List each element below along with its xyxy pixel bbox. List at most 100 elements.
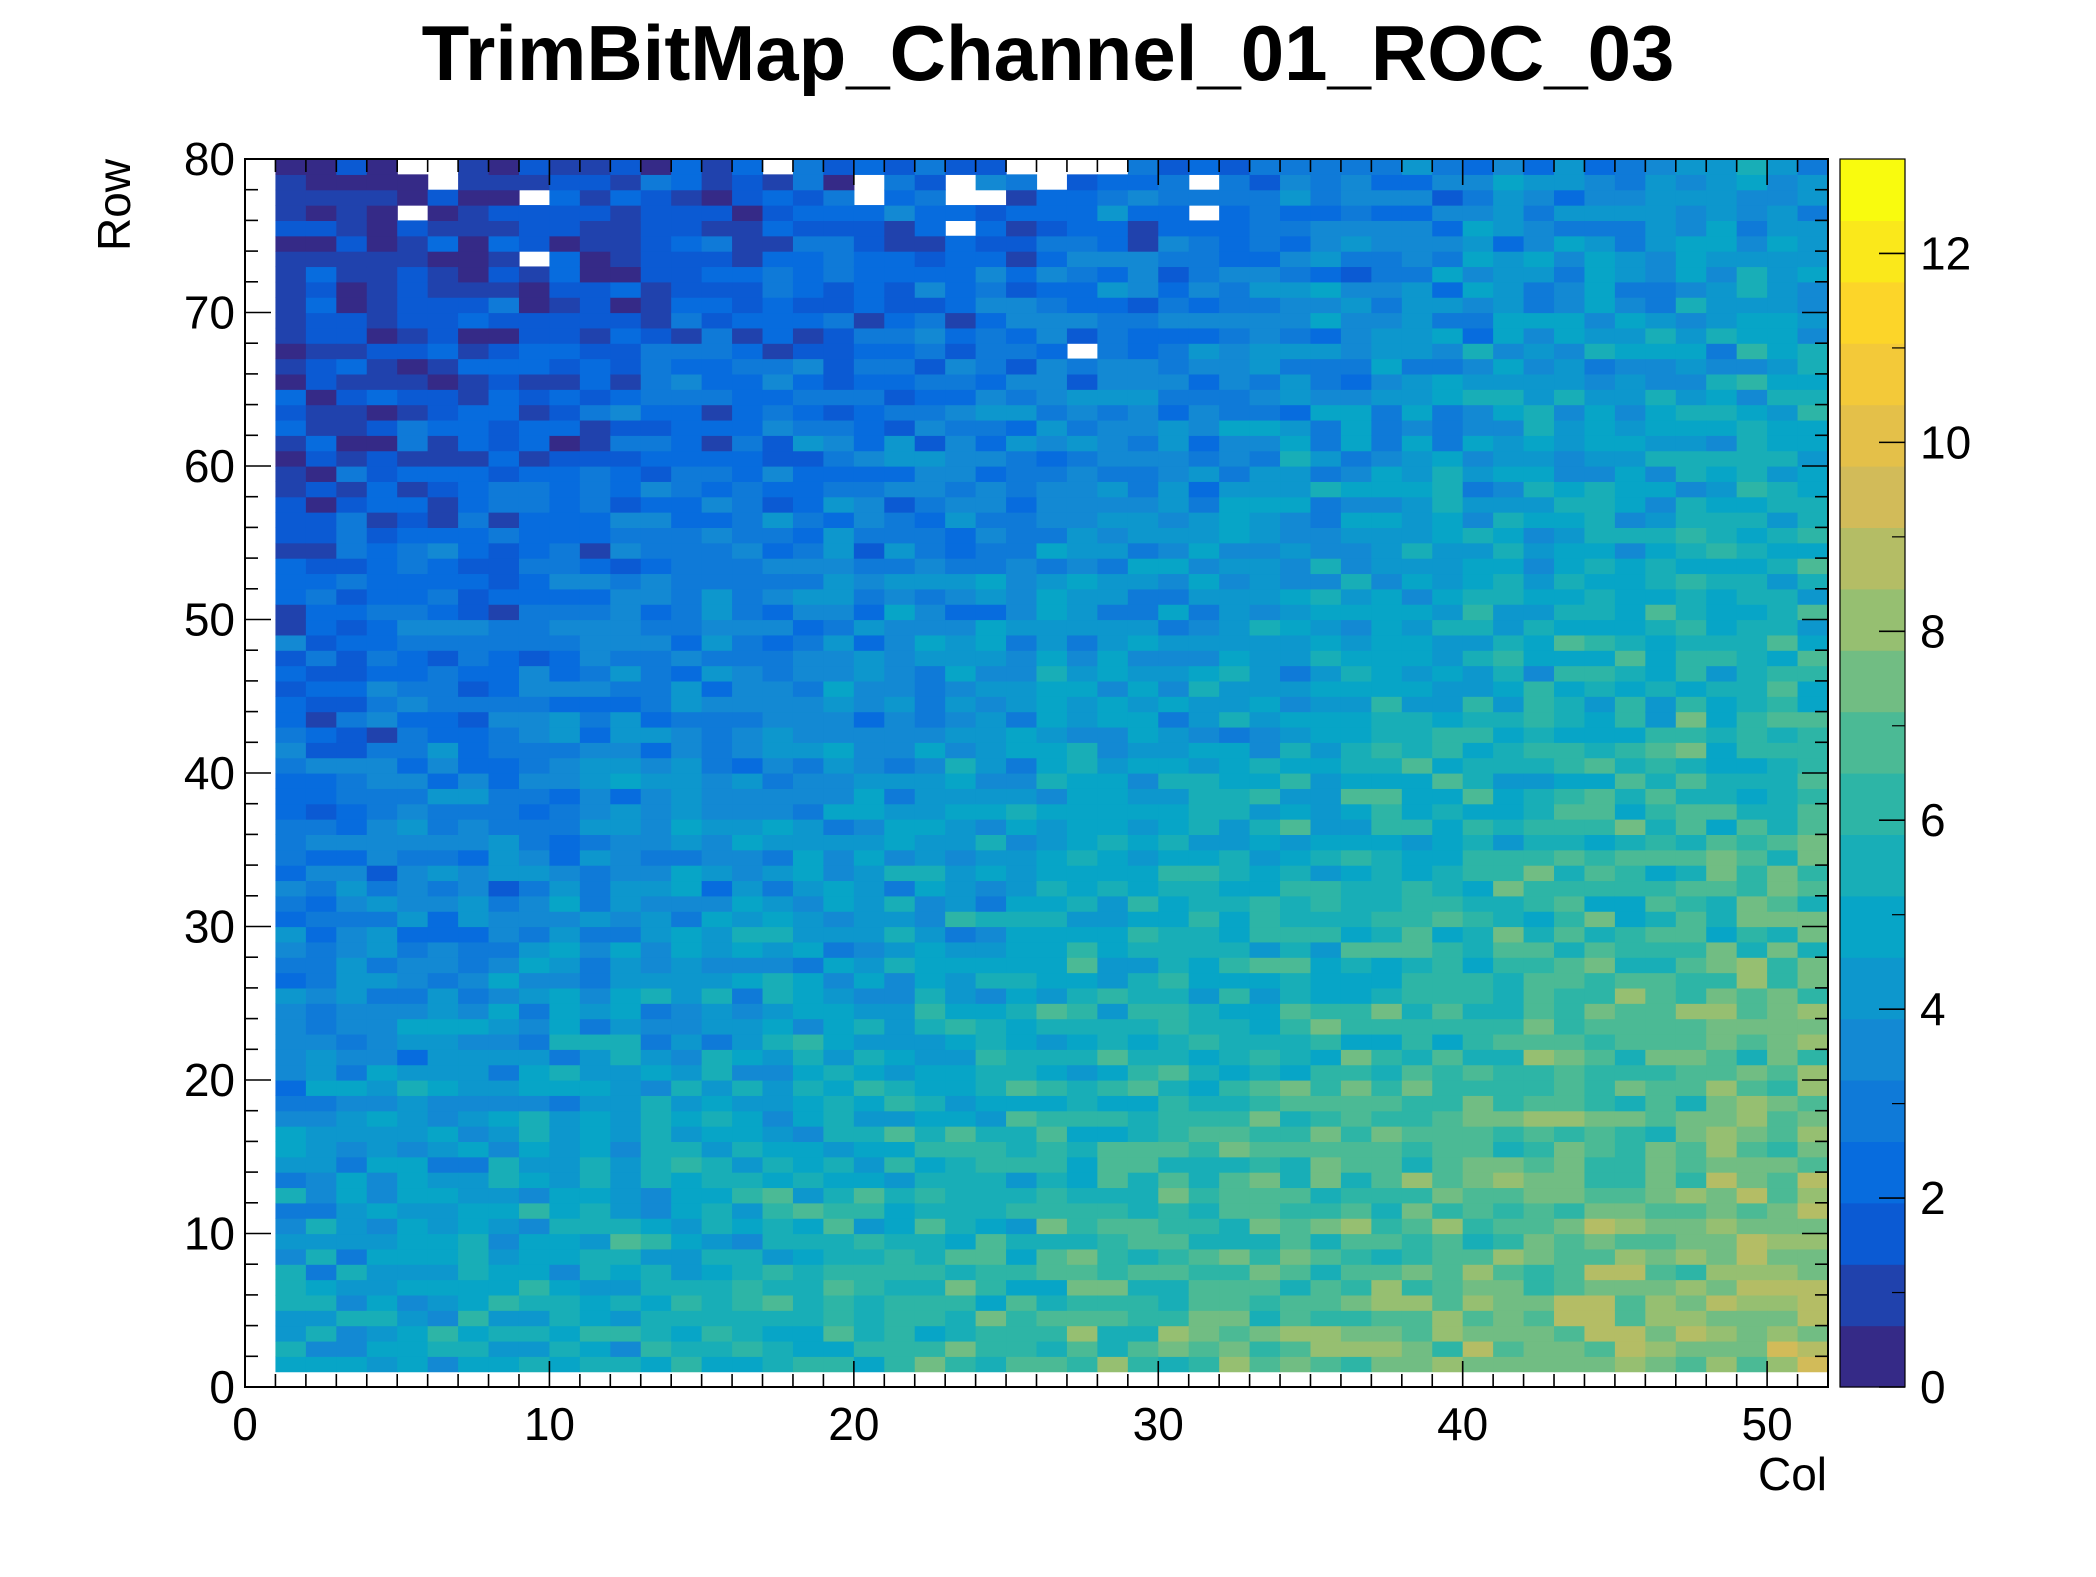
heatmap-cell xyxy=(1340,235,1372,252)
heatmap-cell xyxy=(1036,220,1068,237)
heatmap-cell xyxy=(397,220,429,237)
heatmap-cell xyxy=(1066,773,1098,789)
heatmap-cell xyxy=(732,205,764,221)
heatmap-cell xyxy=(792,1187,824,1204)
heatmap-cell xyxy=(366,1279,398,1296)
heatmap-cell xyxy=(458,911,490,928)
heatmap-cell xyxy=(1371,358,1403,375)
heatmap-cell xyxy=(458,880,490,897)
heatmap-cell xyxy=(945,527,977,544)
heatmap-cell xyxy=(1036,788,1068,805)
heatmap-cell xyxy=(1006,1264,1038,1281)
heatmap-cell xyxy=(1066,726,1098,743)
heatmap-cell xyxy=(1462,588,1494,605)
y-axis-tick-label: 70 xyxy=(184,287,235,339)
heatmap-cell xyxy=(1371,1049,1403,1066)
heatmap-cell xyxy=(1158,665,1190,682)
heatmap-cell xyxy=(853,1172,885,1189)
heatmap-cell xyxy=(1158,1279,1190,1296)
heatmap-cell xyxy=(1036,1218,1068,1235)
heatmap-cell xyxy=(640,1080,672,1096)
heatmap-cell xyxy=(427,297,459,314)
heatmap-cell xyxy=(1675,1310,1707,1327)
heatmap-cell xyxy=(275,680,307,697)
heatmap-cell xyxy=(610,281,642,298)
heatmap-cell xyxy=(762,450,794,467)
heatmap-cell xyxy=(305,1248,337,1265)
heatmap-cell xyxy=(1340,1340,1372,1357)
heatmap-cell xyxy=(1340,634,1372,651)
heatmap-cell xyxy=(1554,619,1586,636)
heatmap-cell xyxy=(701,1141,733,1158)
heatmap-cell xyxy=(1523,1064,1555,1081)
heatmap-cell xyxy=(1523,1033,1555,1050)
heatmap-cell xyxy=(762,573,794,590)
heatmap-cell xyxy=(701,1156,733,1173)
heatmap-cell xyxy=(488,972,520,989)
heatmap-cell xyxy=(1797,819,1829,835)
heatmap-cell xyxy=(1614,312,1646,329)
heatmap-cell xyxy=(1432,972,1464,989)
heatmap-cell xyxy=(975,880,1007,897)
heatmap-cell xyxy=(549,435,581,452)
heatmap-cell xyxy=(610,466,642,482)
heatmap-cell xyxy=(366,1340,398,1357)
heatmap-cell xyxy=(549,450,581,467)
heatmap-cell xyxy=(853,972,885,989)
heatmap-cell xyxy=(1066,788,1098,805)
heatmap-cell xyxy=(1645,726,1677,743)
heatmap-cell xyxy=(1127,343,1159,360)
heatmap-cell xyxy=(275,205,307,221)
heatmap-cell xyxy=(579,1049,611,1066)
heatmap-cell xyxy=(1493,819,1525,835)
heatmap-cell xyxy=(1249,803,1281,820)
heatmap-cell xyxy=(305,665,337,682)
heatmap-cell xyxy=(305,773,337,789)
heatmap-cell xyxy=(914,542,946,559)
heatmap-cell xyxy=(1767,1279,1799,1296)
heatmap-cell xyxy=(1219,281,1251,298)
heatmap-cell xyxy=(1158,389,1190,406)
heatmap-cell xyxy=(762,1310,794,1327)
heatmap-cell xyxy=(1401,373,1433,390)
heatmap-cell xyxy=(1036,711,1068,728)
heatmap-cell xyxy=(1158,235,1190,252)
heatmap-cell xyxy=(975,1340,1007,1357)
heatmap-cell xyxy=(1036,880,1068,897)
heatmap-cell xyxy=(1493,327,1525,344)
heatmap-cell xyxy=(549,327,581,344)
heatmap-cell xyxy=(1219,619,1251,636)
heatmap-cell xyxy=(427,911,459,928)
heatmap-cell xyxy=(1432,1325,1464,1342)
heatmap-cell xyxy=(1797,435,1829,452)
heatmap-cell xyxy=(336,1018,368,1035)
heatmap-cell xyxy=(305,1218,337,1235)
heatmap-cell xyxy=(732,926,764,943)
x-axis-tick-label: 20 xyxy=(828,1398,879,1450)
heatmap-cell xyxy=(610,619,642,636)
heatmap-cell xyxy=(1310,558,1342,575)
heatmap-cell xyxy=(1036,1033,1068,1050)
heatmap-cell xyxy=(488,803,520,820)
heatmap-cell xyxy=(975,1294,1007,1311)
heatmap-cell xyxy=(1584,512,1616,528)
heatmap-cell xyxy=(884,1202,916,1219)
heatmap-cell xyxy=(1006,803,1038,820)
heatmap-cell xyxy=(397,1172,429,1189)
heatmap-cell xyxy=(914,1156,946,1173)
heatmap-cell xyxy=(1097,1356,1129,1373)
heatmap-cell xyxy=(762,373,794,390)
heatmap-cell xyxy=(1706,1340,1738,1357)
heatmap-cell xyxy=(945,1356,977,1373)
heatmap-cell xyxy=(762,773,794,789)
heatmap-cell xyxy=(945,1202,977,1219)
heatmap-cell xyxy=(610,788,642,805)
heatmap-cell xyxy=(366,757,398,774)
heatmap-cell xyxy=(1462,542,1494,559)
heatmap-cell xyxy=(458,757,490,774)
heatmap-cell xyxy=(853,1233,885,1250)
heatmap-cell xyxy=(1188,1003,1220,1020)
heatmap-cell xyxy=(640,281,672,298)
x-axis-tick-label: 50 xyxy=(1742,1398,1793,1450)
